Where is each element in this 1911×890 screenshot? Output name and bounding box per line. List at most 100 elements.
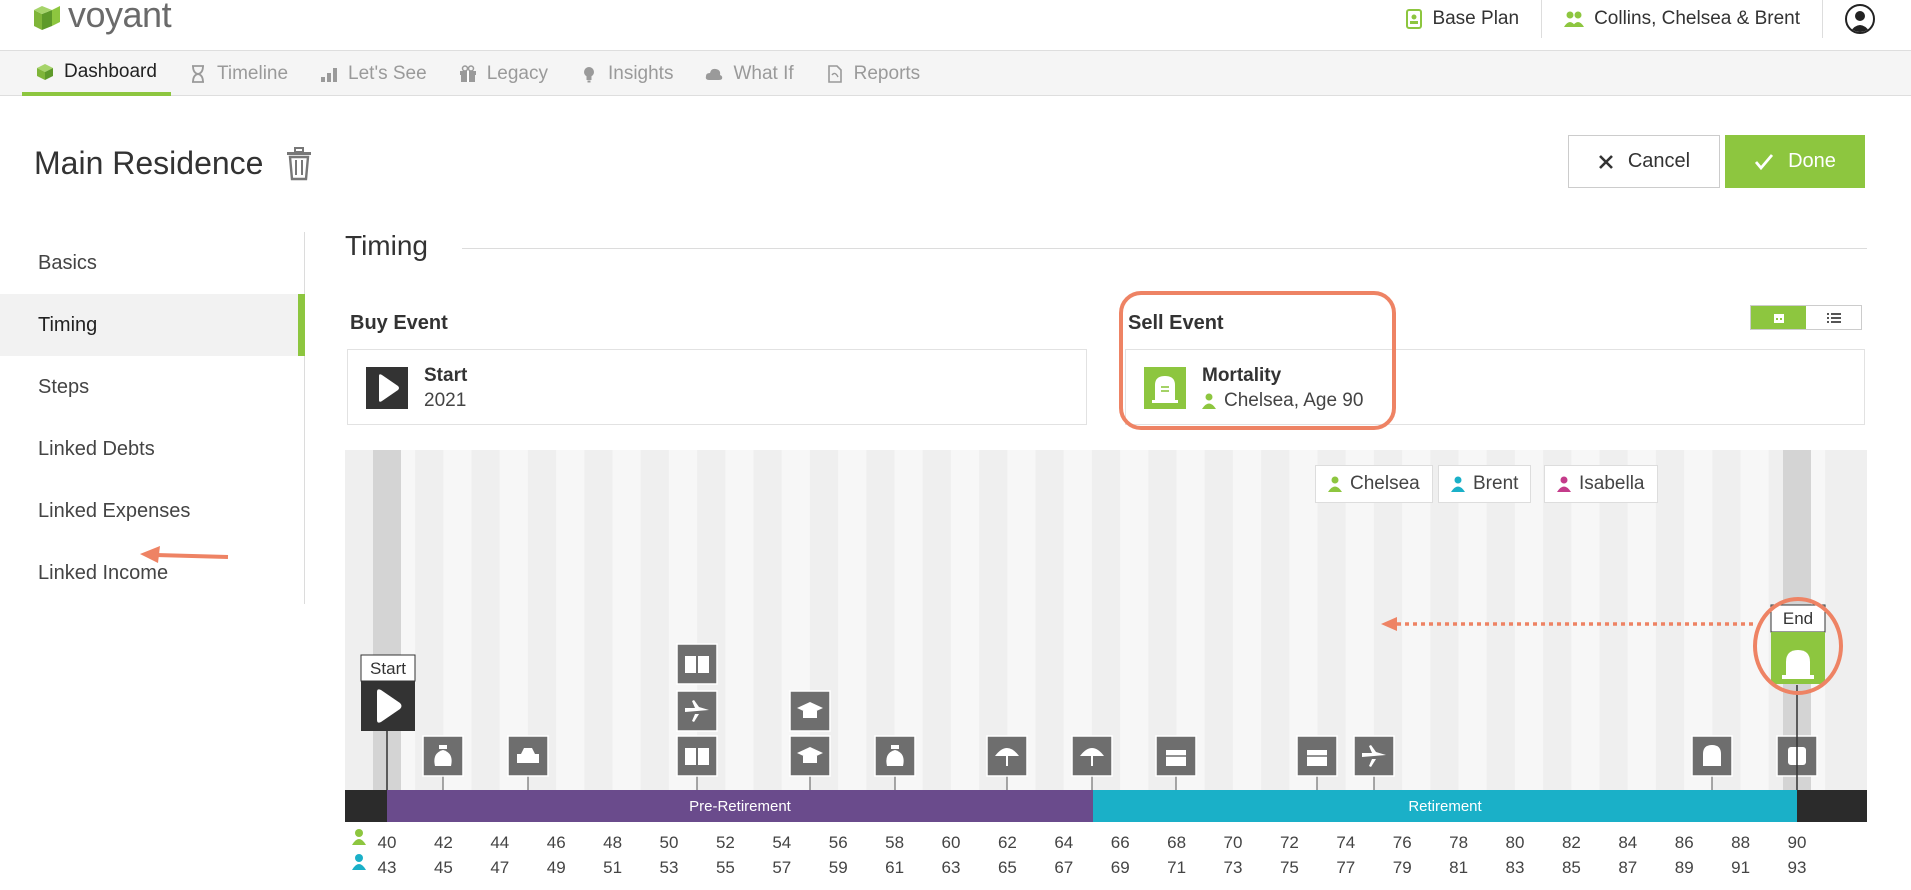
person-icon: [1328, 476, 1342, 492]
tab-label: What If: [733, 62, 794, 84]
legend-label: Brent: [1473, 473, 1519, 494]
tab-legacy[interactable]: Legacy: [445, 51, 562, 96]
legend-chelsea[interactable]: Chelsea: [1315, 465, 1433, 503]
car-icon: [507, 735, 549, 777]
calendar-icon: [1773, 313, 1784, 323]
age-tick-brent: 85: [1562, 858, 1581, 877]
calendar-view-button[interactable]: [1751, 306, 1806, 329]
glyph: [439, 745, 447, 749]
end-label-box: [1770, 604, 1826, 633]
tab-insights[interactable]: Insights: [566, 51, 687, 96]
age-tick-chelsea: 60: [942, 833, 961, 852]
plan-icon: [1406, 9, 1423, 29]
tab-dashboard[interactable]: Dashboard: [22, 51, 171, 96]
timeline-canvas[interactable]: Pre-Retirement Retirement Start End 40 42 44…: [345, 450, 1867, 880]
tab-what-if[interactable]: What If: [691, 51, 807, 96]
age-tick-chelsea: 42: [434, 833, 453, 852]
person-icon: [352, 854, 366, 870]
nav-label: Linked Expenses: [38, 499, 191, 522]
age-tick-brent: 43: [378, 858, 397, 877]
nav-label: Basics: [38, 251, 97, 274]
page-title: Main Residence: [34, 145, 264, 181]
annotation-arrow-icon: [140, 546, 229, 563]
plan-selector[interactable]: Base Plan: [1384, 0, 1543, 38]
graduation-cap-icon: [789, 690, 831, 732]
sell-event-sub: Chelsea, Age 90: [1224, 390, 1364, 411]
year-stripe: [1007, 450, 1036, 790]
cancel-button[interactable]: Cancel: [1568, 135, 1720, 188]
divider: [462, 248, 1867, 249]
umbrella-icon: [986, 735, 1028, 777]
tab-timeline[interactable]: Timeline: [175, 51, 302, 96]
age-tick-brent: 55: [716, 858, 735, 877]
view-toggle[interactable]: [1750, 305, 1862, 330]
umbrella-icon: [1071, 735, 1113, 777]
year-stripe: [499, 450, 528, 790]
sell-event-name: Mortality: [1202, 365, 1282, 386]
glyph: [521, 748, 535, 754]
nav-item-timing[interactable]: Timing: [0, 294, 305, 356]
age-tick-brent: 53: [660, 858, 679, 877]
age-tick-chelsea: 46: [547, 833, 566, 852]
nav-label: Linked Income: [38, 561, 169, 584]
tab-label: Legacy: [486, 62, 548, 84]
logo[interactable]: voyant: [32, 0, 172, 38]
voyant-logo-icon: [34, 6, 60, 30]
age-tick-chelsea: 50: [660, 833, 679, 852]
trash-icon[interactable]: [285, 146, 313, 181]
done-label: Done: [1788, 150, 1836, 172]
buy-event-card[interactable]: Start 2021: [347, 349, 1087, 425]
age-tick-brent: 91: [1731, 858, 1750, 877]
nav-item-linked-income[interactable]: Linked Income: [0, 542, 304, 604]
glyph: [1307, 750, 1327, 766]
age-tick-brent: 77: [1336, 858, 1355, 877]
nav-item-linked-debts[interactable]: Linked Debts: [0, 418, 304, 480]
age-tick-brent: 79: [1393, 858, 1412, 877]
life-timeline[interactable]: Pre-Retirement Retirement Start End 40 42 44…: [345, 450, 1867, 880]
list-view-button[interactable]: [1806, 306, 1861, 329]
play-icon: [366, 367, 408, 409]
age-tick-brent: 47: [490, 858, 509, 877]
tab-label: Let's See: [348, 62, 427, 84]
user-menu[interactable]: [1823, 0, 1875, 38]
tombstone-base: [1782, 675, 1814, 679]
sell-event-card[interactable]: Mortality Chelsea, Age 90: [1125, 349, 1865, 425]
age-tick-brent: 87: [1618, 858, 1637, 877]
tab-label: Timeline: [216, 62, 289, 84]
age-tick-chelsea: 40: [378, 833, 397, 852]
age-tick-chelsea: 48: [603, 833, 622, 852]
tab-reports[interactable]: Reports: [812, 51, 935, 96]
tombstone-icon: [1786, 650, 1810, 676]
nav-item-steps[interactable]: Steps: [0, 356, 304, 418]
cube-icon: [37, 63, 53, 80]
client-selector[interactable]: Collins, Chelsea & Brent: [1542, 0, 1823, 38]
glyph: [685, 656, 709, 673]
legend-brent[interactable]: Brent: [1438, 465, 1532, 503]
airplane-icon: [1353, 735, 1395, 777]
timeline-background: [345, 450, 1867, 790]
start-label: Start: [370, 659, 406, 678]
done-button[interactable]: Done: [1725, 135, 1865, 188]
year-stripe: [1740, 450, 1769, 790]
sell-event-label: Sell Event: [1128, 312, 1224, 334]
age-tick-brent: 73: [1224, 858, 1243, 877]
person-icon: [1202, 393, 1216, 409]
nav-item-basics[interactable]: Basics: [0, 232, 304, 294]
legend-label: Chelsea: [1350, 473, 1420, 494]
tab-label: Dashboard: [64, 60, 157, 82]
nav-item-linked-expenses[interactable]: Linked Expenses: [0, 480, 304, 542]
age-tick-chelsea: 76: [1393, 833, 1412, 852]
person-icon: [1557, 476, 1571, 492]
gift-icon: [459, 64, 476, 82]
plan-name: Base Plan: [1432, 8, 1520, 29]
year-stripe: [1458, 450, 1487, 790]
glyph: [1166, 750, 1186, 766]
age-tick-brent: 83: [1506, 858, 1525, 877]
top-header: voyant Base Plan Collins, Chelsea & Bren…: [0, 0, 1911, 50]
age-tick-brent: 67: [1054, 858, 1073, 877]
glyph: [1703, 745, 1721, 766]
legend-isabella[interactable]: Isabella: [1544, 465, 1658, 503]
tab-lets-see[interactable]: Let's See: [306, 51, 441, 96]
phase-label: Pre-Retirement: [689, 798, 792, 815]
sell-event-detail: Chelsea, Age 90: [1202, 390, 1363, 412]
